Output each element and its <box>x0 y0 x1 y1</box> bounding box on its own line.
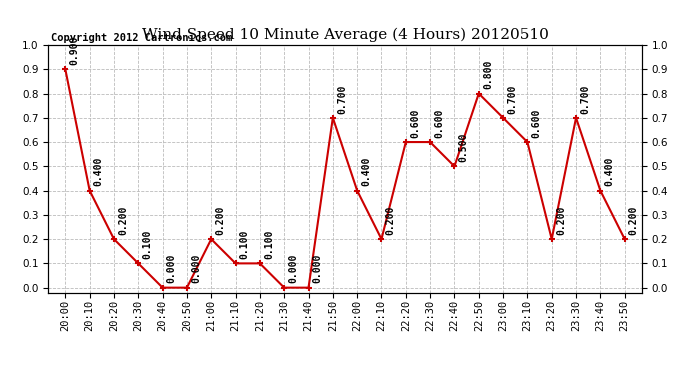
Text: 0.000: 0.000 <box>167 254 177 284</box>
Text: 0.400: 0.400 <box>94 157 104 186</box>
Text: 0.400: 0.400 <box>604 157 615 186</box>
Title: Wind Speed 10 Minute Average (4 Hours) 20120510: Wind Speed 10 Minute Average (4 Hours) 2… <box>141 28 549 42</box>
Text: 0.200: 0.200 <box>386 206 395 235</box>
Text: 0.000: 0.000 <box>288 254 298 284</box>
Text: 0.700: 0.700 <box>507 84 518 114</box>
Text: 0.000: 0.000 <box>191 254 201 284</box>
Text: 0.800: 0.800 <box>483 60 493 89</box>
Text: 0.900: 0.900 <box>70 36 79 65</box>
Text: 0.700: 0.700 <box>337 84 347 114</box>
Text: 0.100: 0.100 <box>239 230 250 259</box>
Text: 0.400: 0.400 <box>362 157 371 186</box>
Text: 0.700: 0.700 <box>580 84 590 114</box>
Text: 0.500: 0.500 <box>459 133 469 162</box>
Text: 0.200: 0.200 <box>215 206 226 235</box>
Text: 0.600: 0.600 <box>410 108 420 138</box>
Text: 0.600: 0.600 <box>434 108 444 138</box>
Text: 0.200: 0.200 <box>629 206 639 235</box>
Text: 0.200: 0.200 <box>556 206 566 235</box>
Text: 0.600: 0.600 <box>531 108 542 138</box>
Text: Copyright 2012 Cartronics.com: Copyright 2012 Cartronics.com <box>51 33 233 42</box>
Text: 0.100: 0.100 <box>142 230 152 259</box>
Text: 0.200: 0.200 <box>118 206 128 235</box>
Text: 0.100: 0.100 <box>264 230 274 259</box>
Text: 0.000: 0.000 <box>313 254 323 284</box>
